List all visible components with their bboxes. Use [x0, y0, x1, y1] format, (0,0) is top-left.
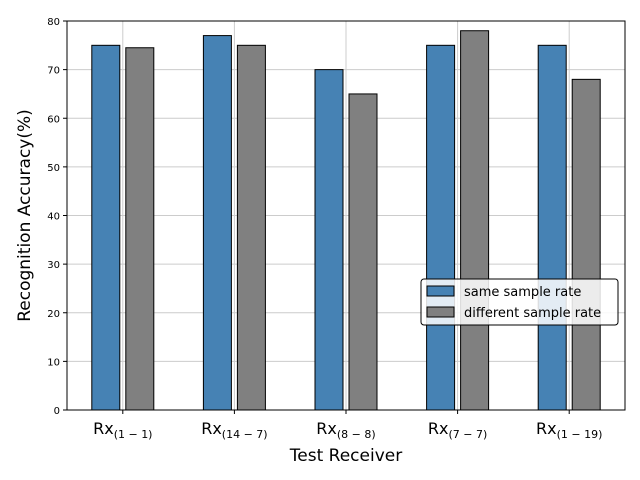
y-axis-ticks: 0 10 20 30 40 50 60 70 80 [47, 17, 67, 417]
bar-same-3 [426, 44, 456, 411]
legend-swatch [426, 306, 455, 318]
y-tick-label: 70 [47, 66, 60, 77]
x-tick-label: Rx(1 − 1) [93, 419, 152, 441]
legend-label: same sample rate [464, 285, 581, 300]
x-tick-label: Rx(1 − 19) [536, 419, 602, 441]
legend: same sample rate different sample rate [420, 278, 619, 326]
bar-different-2 [348, 93, 378, 411]
bar-different-0 [125, 47, 155, 411]
bar-different-4 [571, 78, 601, 411]
bars [91, 30, 601, 411]
y-tick-label: 30 [47, 260, 60, 271]
y-tick-label: 0 [54, 406, 60, 417]
legend-swatch [426, 285, 455, 297]
y-tick-label: 20 [47, 309, 60, 320]
x-tick-label: Rx(14 − 7) [201, 419, 267, 441]
bar-same-4 [537, 44, 567, 411]
bar-same-0 [91, 44, 121, 411]
grid-lines [67, 20, 625, 411]
legend-label: different sample rate [464, 306, 601, 321]
x-axis-title: Test Receiver [289, 446, 402, 466]
y-axis-title: Recognition Accuracy(%) [15, 109, 35, 322]
y-tick-label: 80 [47, 17, 60, 28]
legend-box [420, 278, 619, 326]
y-tick-label: 60 [47, 114, 60, 125]
bar-same-1 [202, 35, 232, 411]
bar-different-3 [460, 30, 490, 411]
y-tick-label: 10 [47, 357, 60, 368]
bar-different-1 [236, 44, 266, 411]
x-tick-label: Rx(7 − 7) [428, 419, 487, 441]
x-tick-label: Rx(8 − 8) [316, 419, 375, 441]
bar-same-2 [314, 69, 344, 411]
y-tick-label: 50 [47, 163, 60, 174]
y-tick-label: 40 [47, 212, 60, 223]
x-axis-ticks: Rx(1 − 1) Rx(14 − 7) Rx(8 − 8) Rx(7 − 7) Rx(… [93, 410, 602, 441]
